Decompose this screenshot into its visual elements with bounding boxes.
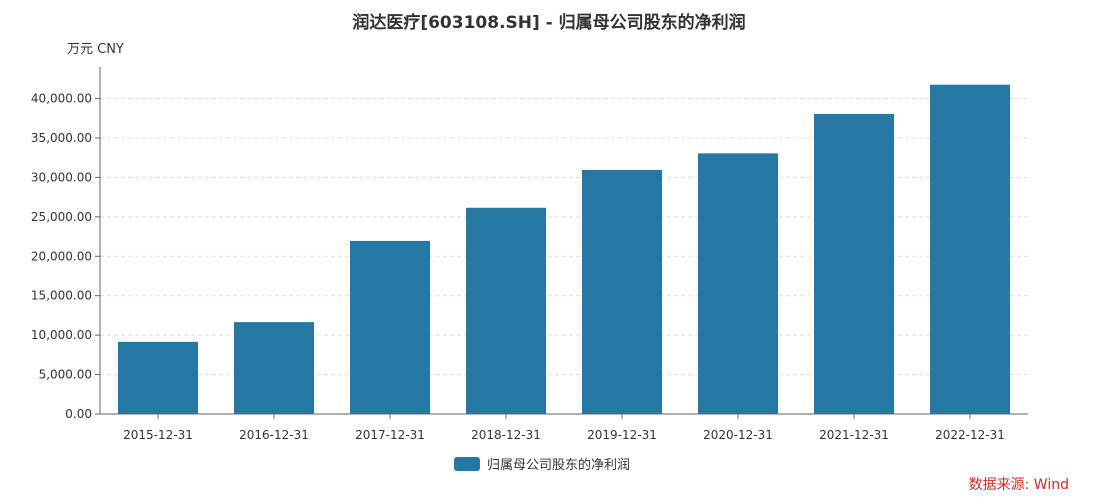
bar[interactable]: [465, 207, 547, 414]
y-tick-label: 40,000.00: [31, 92, 92, 106]
bar[interactable]: [929, 84, 1011, 414]
x-tick-label: 2016-12-31: [239, 428, 309, 442]
x-tick-label: 2015-12-31: [123, 428, 193, 442]
chart-title: 润达医疗[603108.SH] - 归属母公司股东的净利润: [352, 12, 745, 33]
bars: [117, 84, 1011, 415]
legend-swatch: [454, 457, 480, 471]
y-tick-label: 0.00: [65, 407, 92, 421]
bar[interactable]: [697, 153, 779, 414]
bar[interactable]: [233, 322, 315, 414]
y-axis-ticks: 0.00 5,000.00 10,000.00 15,000.00 20,000.00 2…: [31, 92, 100, 421]
y-tick-label: 25,000.00: [31, 210, 92, 224]
bar[interactable]: [581, 169, 663, 414]
legend-label: 归属母公司股东的净利润: [487, 457, 630, 473]
x-tick-label: 2020-12-31: [703, 428, 773, 442]
unit-label: 万元 CNY: [67, 42, 124, 57]
x-tick-label: 2022-12-31: [935, 428, 1005, 442]
source-note: 数据来源: Wind: [969, 477, 1069, 493]
legend[interactable]: 归属母公司股东的净利润: [454, 457, 630, 473]
y-tick-label: 30,000.00: [31, 170, 92, 184]
y-tick-label: 15,000.00: [31, 289, 92, 303]
bar[interactable]: [813, 113, 895, 415]
x-tick-label: 2017-12-31: [355, 428, 425, 442]
x-axis-ticks: 2015-12-31 2016-12-31 2017-12-31 2018-12-31…: [123, 414, 1005, 442]
bar[interactable]: [117, 341, 199, 414]
y-tick-label: 10,000.00: [31, 328, 92, 342]
y-tick-label: 20,000.00: [31, 249, 92, 263]
y-tick-label: 35,000.00: [31, 131, 92, 145]
x-tick-label: 2019-12-31: [587, 428, 657, 442]
x-tick-label: 2018-12-31: [471, 428, 541, 442]
bar[interactable]: [349, 240, 431, 414]
x-tick-label: 2021-12-31: [819, 428, 889, 442]
y-tick-label: 5,000.00: [39, 368, 92, 382]
